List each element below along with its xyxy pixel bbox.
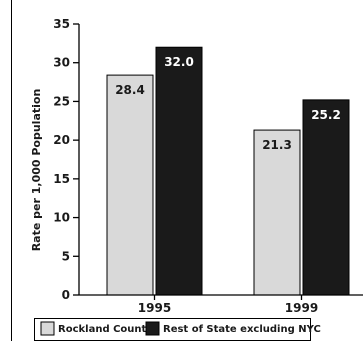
- y-tick-label: 15: [53, 172, 70, 186]
- bar-value-label: 28.4: [115, 83, 145, 97]
- x-tick-label: 1999: [285, 301, 318, 315]
- bar: [253, 129, 301, 296]
- legend-swatch: [40, 321, 55, 336]
- y-tick-label: 0: [62, 288, 70, 302]
- y-tick-label: 30: [53, 56, 70, 70]
- legend-swatch: [145, 321, 160, 336]
- legend-label: Rest of State excluding NYC: [163, 324, 321, 335]
- bar-value-label: 25.2: [311, 108, 341, 122]
- y-tick-label: 20: [53, 133, 70, 147]
- y-tick-label: 25: [53, 94, 70, 108]
- y-axis-title: Rate per 1,000 Population: [30, 89, 43, 252]
- bar-value-label: 21.3: [262, 138, 292, 152]
- x-tick-label: 1995: [138, 301, 171, 315]
- legend-label: Rockland County: [58, 324, 153, 335]
- x-axis: 1995 1999: [79, 294, 363, 315]
- legend: Rockland County Rest of State excluding N…: [34, 318, 321, 341]
- y-tick-label: 10: [53, 211, 70, 225]
- bar: [106, 74, 154, 296]
- y-axis: 0 5 10 15 20 25 30 35: [53, 17, 80, 302]
- bar: [302, 99, 350, 296]
- bar: [155, 46, 203, 296]
- bars: 28.4 32.0 21.3 25.2: [106, 46, 350, 296]
- y-tick-label: 5: [62, 249, 70, 263]
- bar-value-label: 32.0: [164, 55, 194, 69]
- y-tick-label: 35: [53, 17, 70, 31]
